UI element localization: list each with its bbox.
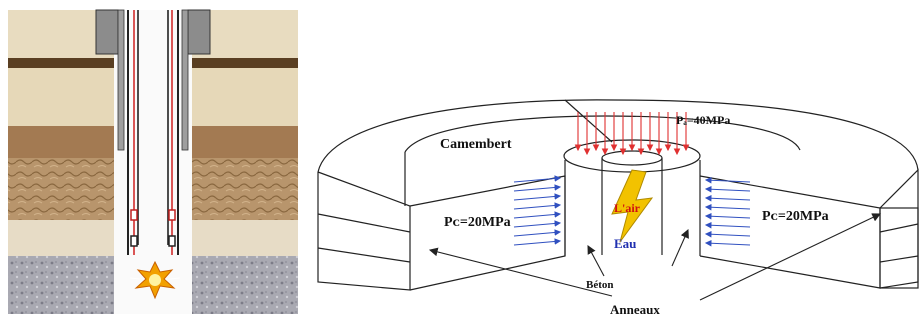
water-label: Eau	[614, 236, 636, 251]
confining-left-label: Pᴄ=20MPa	[444, 215, 511, 230]
confining-pressure-arrow	[704, 212, 751, 220]
confining-pressure-arrow	[513, 193, 562, 201]
right-ring-division	[879, 223, 919, 233]
sample-top	[601, 150, 663, 166]
explosion-icon	[129, 260, 181, 300]
packer-left	[130, 235, 138, 247]
outer-casing-left	[95, 9, 119, 55]
right-ring-division	[879, 255, 919, 263]
confining-pressure-arrow	[704, 239, 751, 247]
left-ring-division	[317, 213, 411, 233]
confining-pressure-arrow	[513, 175, 562, 183]
outer-casing-right	[187, 9, 211, 55]
cut-face-left	[409, 175, 566, 291]
left-segment	[317, 171, 411, 291]
confining-pressure-arrow	[704, 203, 751, 211]
confining-pressure-arrow	[513, 229, 562, 237]
confining-pressure-arrow	[704, 194, 751, 202]
lightning-icon	[611, 169, 654, 243]
confining-pressure-arrow	[513, 238, 562, 246]
sector-line	[564, 99, 613, 143]
camembert-label: Camembert	[440, 137, 512, 152]
cement-right	[181, 9, 189, 151]
axial-pressure-arrows	[574, 112, 690, 156]
pointer-arrows	[428, 213, 881, 301]
cement-left	[117, 9, 125, 151]
rings-label: Anneaux	[610, 302, 660, 317]
air-label: L'air	[614, 201, 641, 215]
right-segment	[879, 168, 919, 289]
right-segment-face	[879, 207, 919, 289]
confining-pressure-arrow	[513, 184, 562, 192]
concrete-label: Béton	[586, 279, 614, 291]
confining-pressure-arrow	[704, 176, 751, 184]
left-ring-division	[317, 247, 411, 263]
wellbore-illustration	[8, 9, 298, 314]
confining-right-label: Pᴄ=20MPa	[762, 209, 829, 224]
confining-pressure-arrow	[513, 220, 562, 228]
confining-pressure-arrow	[513, 211, 562, 219]
confining-pressure-arrows	[513, 175, 751, 247]
ring-top-outer	[317, 99, 919, 173]
confining-pressure-arrow	[704, 230, 751, 238]
cut-face-right	[699, 175, 881, 289]
packer-right	[168, 235, 176, 247]
model-illustration	[317, 99, 919, 291]
packer-right	[168, 209, 176, 221]
confining-pressure-arrow	[704, 221, 751, 229]
packer-left	[130, 209, 138, 221]
confining-pressure-arrow	[704, 185, 751, 193]
confining-pressure-arrow	[513, 202, 562, 210]
axial-pressure-label: Pₐ=40MPa	[676, 113, 730, 127]
